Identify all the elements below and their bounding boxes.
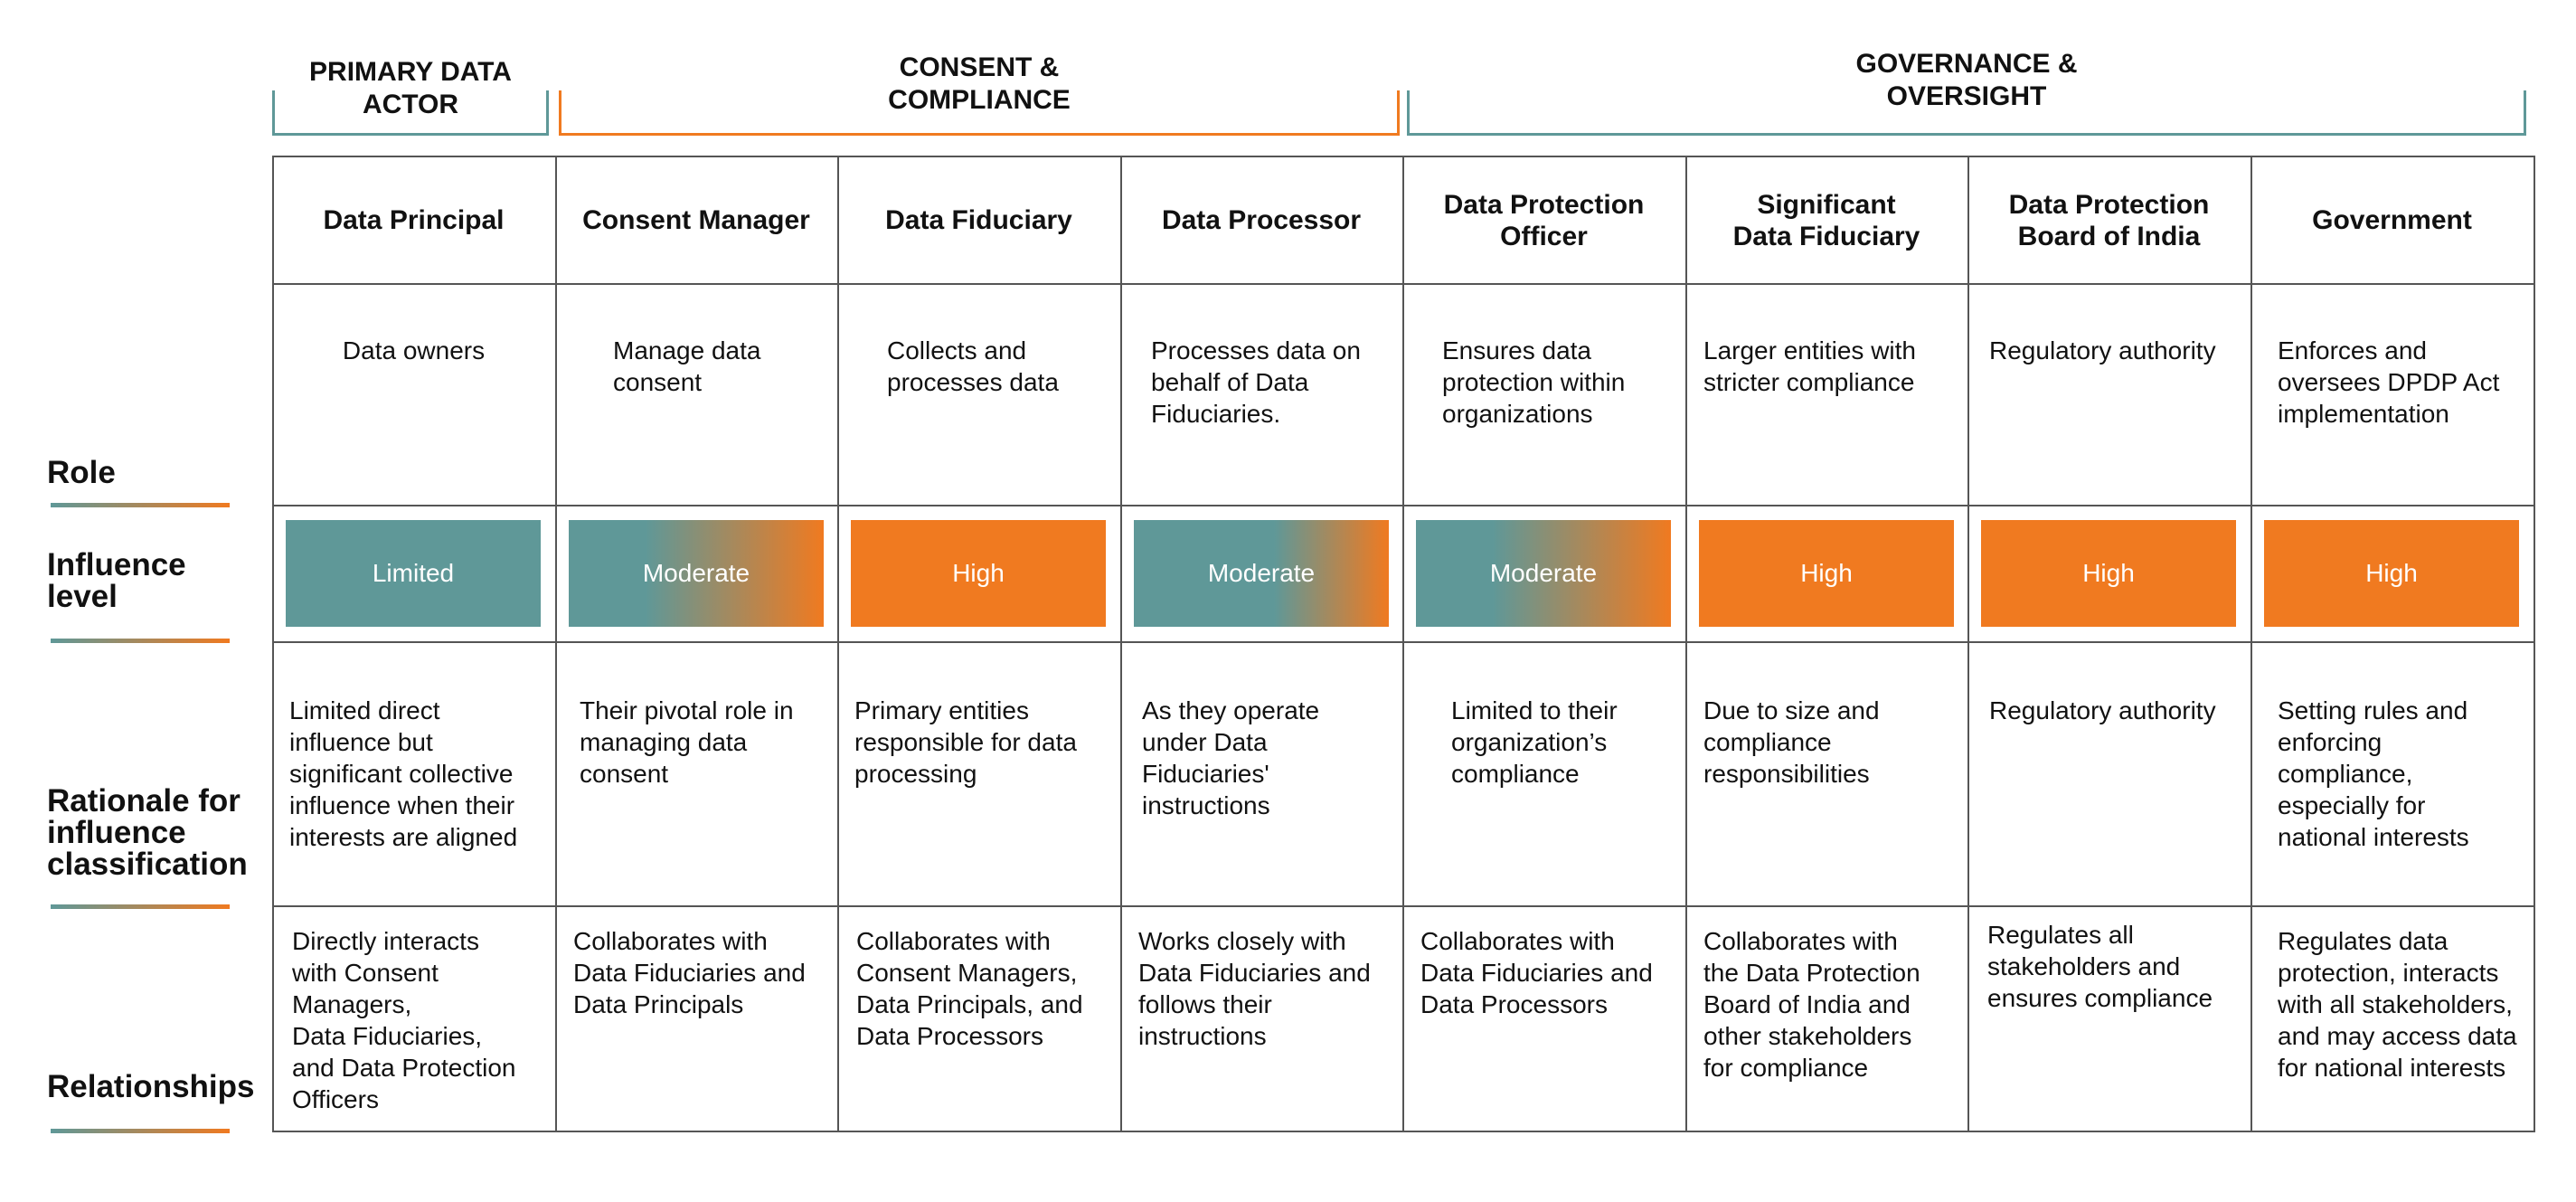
influence-badge-government: High — [2264, 520, 2519, 627]
group-bracket-governance-oversight — [1407, 90, 2526, 136]
group-bracket-primary-data-actor — [272, 90, 549, 136]
group-label-consent-compliance: CONSENT & COMPLIANCE — [888, 52, 1071, 115]
relationships-cell-data-protection-officer: Collaborates with Data Fiduciaries and D… — [1420, 927, 1653, 1018]
relationships-cell-significant-data-fiduciary: Collaborates with the Data Protection Bo… — [1703, 927, 1920, 1082]
relationships-cell-data-fiduciary: Collaborates with Consent Managers, Data… — [856, 927, 1083, 1050]
column-header-data-fiduciary: Data Fiduciary — [885, 205, 1072, 235]
rationale-cell-data-protection-officer: Limited to their organization’s complian… — [1451, 696, 1618, 788]
row-label-relationships-underline — [51, 1129, 230, 1133]
row-label-influence-level: Influence level — [47, 547, 186, 614]
column-header-consent-manager: Consent Manager — [582, 205, 810, 235]
influence-badge-consent-manager: Moderate — [569, 520, 824, 627]
row-label-rationale-underline — [51, 904, 230, 909]
rationale-cell-data-protection-board: Regulatory authority — [1989, 696, 2216, 724]
influence-badge-data-processor: Moderate — [1134, 520, 1389, 627]
relationships-cell-data-protection-board: Regulates all stakeholders and ensures c… — [1987, 921, 2213, 1012]
role-cell-data-fiduciary: Collects and processes data — [887, 336, 1059, 396]
role-cell-data-protection-board: Regulatory authority — [1989, 336, 2216, 364]
role-cell-data-processor: Processes data on behalf of Data Fiducia… — [1151, 336, 1361, 428]
relationships-cell-data-processor: Works closely with Data Fiduciaries and … — [1138, 927, 1371, 1050]
column-header-data-protection-board: Data Protection Board of India — [2008, 189, 2210, 251]
column-header-data-processor: Data Processor — [1161, 205, 1362, 235]
row-label-relationships: Relationships — [47, 1069, 255, 1104]
influence-badge-data-protection-officer: Moderate — [1416, 520, 1671, 627]
influence-badge-data-fiduciary: High — [851, 520, 1106, 627]
grid-line-vertical — [272, 156, 274, 1132]
role-cell-data-principal: Data owners — [342, 336, 486, 364]
group-label-governance-oversight: GOVERNANCE & OVERSIGHT — [1855, 49, 2078, 111]
column-header-significant-data-fiduciary: Significant Data Fiduciary — [1732, 189, 1920, 251]
grid-line-vertical — [555, 156, 557, 1132]
role-cell-government: Enforces and oversees DPDP Act implement… — [2278, 336, 2500, 428]
column-header-government: Government — [2312, 205, 2472, 235]
grid-line-vertical — [1685, 156, 1687, 1132]
relationships-cell-consent-manager: Collaborates with Data Fiduciaries and D… — [573, 927, 806, 1018]
grid-line-vertical — [1402, 156, 1404, 1132]
rationale-cell-consent-manager: Their pivotal role in managing data cons… — [580, 696, 794, 788]
role-cell-consent-manager: Manage data consent — [613, 336, 761, 396]
relationships-cell-data-principal: Directly interacts with Consent Managers… — [292, 927, 516, 1113]
role-cell-data-protection-officer: Ensures data protection within organizat… — [1442, 336, 1626, 428]
influence-badge-data-protection-board: High — [1981, 520, 2236, 627]
row-label-rationale: Rationale for influence classification — [47, 783, 248, 882]
row-label-influence-underline — [51, 639, 230, 643]
group-bracket-consent-compliance — [559, 90, 1400, 136]
role-cell-significant-data-fiduciary: Larger entities with stricter compliance — [1703, 336, 1917, 396]
grid-line-vertical — [837, 156, 839, 1132]
grid-line-vertical — [1967, 156, 1969, 1132]
column-header-data-protection-officer: Data Protection Officer — [1443, 189, 1645, 251]
row-label-role-underline — [51, 503, 230, 507]
relationships-cell-government: Regulates data protection, interacts wit… — [2278, 927, 2517, 1082]
influence-badge-data-principal: Limited — [286, 520, 541, 627]
grid-line-vertical — [2250, 156, 2252, 1132]
row-label-role: Role — [47, 455, 116, 490]
column-header-data-principal: Data Principal — [323, 205, 505, 235]
grid-line-vertical — [2534, 156, 2535, 1132]
rationale-cell-data-fiduciary: Primary entities responsible for data pr… — [854, 696, 1077, 788]
rationale-cell-data-principal: Limited direct influence but significant… — [289, 696, 518, 851]
influence-badge-significant-data-fiduciary: High — [1699, 520, 1954, 627]
group-label-primary-data-actor: PRIMARY DATA ACTOR — [309, 57, 512, 119]
rationale-cell-government: Setting rules and enforcing compliance, … — [2278, 696, 2469, 851]
grid-line-vertical — [1120, 156, 1122, 1132]
rationale-cell-significant-data-fiduciary: Due to size and compliance responsibilit… — [1703, 696, 1880, 788]
rationale-cell-data-processor: As they operate under Data Fiduciaries' … — [1142, 696, 1320, 819]
